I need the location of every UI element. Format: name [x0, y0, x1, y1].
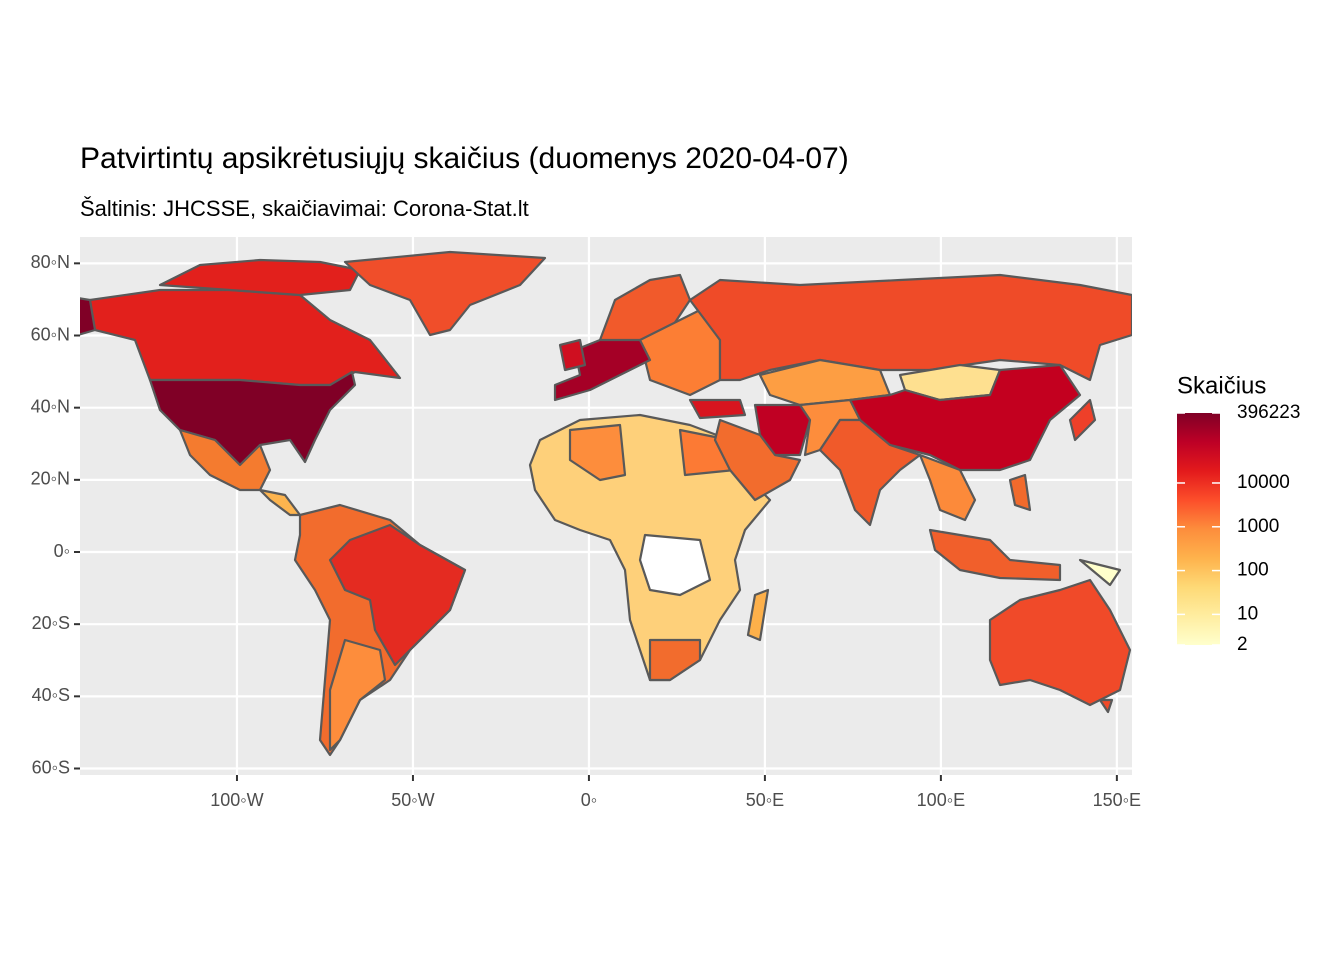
x-tick-label: 50◦E	[746, 790, 784, 810]
country	[258, 488, 302, 517]
x-tick-label: 150◦E	[1093, 790, 1141, 810]
country	[988, 578, 1132, 707]
country	[1098, 698, 1114, 714]
legend: 396223 10000 1000 100 10 2	[1177, 402, 1300, 655]
country	[648, 638, 702, 682]
country	[848, 363, 1082, 472]
country	[688, 273, 1132, 382]
country	[178, 428, 272, 492]
country	[568, 423, 627, 482]
x-tick-label: 100◦E	[917, 790, 965, 810]
country	[1068, 398, 1097, 442]
chart-subtitle: Šaltinis: JHCSSE, skaičiavimai: Corona-S…	[80, 196, 529, 221]
country	[1078, 558, 1122, 587]
country	[80, 297, 97, 336]
country	[688, 398, 747, 420]
legend-label: 10	[1237, 603, 1258, 624]
country	[818, 418, 922, 527]
country	[1008, 473, 1032, 512]
legend-label: 10000	[1237, 472, 1290, 493]
x-tick-label: 100◦W	[210, 790, 263, 810]
country	[328, 523, 467, 667]
y-tick-label: 20◦S	[32, 613, 70, 633]
country	[558, 338, 587, 372]
countries	[80, 250, 1132, 757]
y-tick-label: 60◦N	[31, 324, 70, 344]
x-tick-label: 50◦W	[391, 790, 434, 810]
country	[746, 588, 770, 642]
legend-label: 396223	[1237, 402, 1300, 423]
legend-label: 100	[1237, 560, 1269, 581]
country	[928, 528, 1062, 582]
y-tick-label: 40◦S	[32, 685, 70, 705]
y-tick-label: 60◦S	[32, 757, 70, 777]
legend-colorbar	[1177, 413, 1220, 645]
country	[713, 418, 802, 502]
x-tick-label: 0◦	[581, 790, 597, 810]
chart-title: Patvirtintų apsikrėtusiųjų skaičius (duo…	[80, 142, 849, 175]
axes: 100◦W 50◦W 0◦ 50◦E 100◦E 150◦E 80◦N 60◦N 40◦N 20◦…	[31, 252, 1141, 810]
y-tick-label: 80◦N	[31, 252, 70, 272]
country	[638, 533, 712, 597]
y-tick-label: 0◦	[54, 541, 70, 561]
legend-label: 1000	[1237, 516, 1279, 537]
legend-title: Skaičius	[1177, 372, 1266, 399]
y-tick-label: 20◦N	[31, 469, 70, 489]
country	[343, 250, 547, 337]
country	[328, 638, 387, 752]
y-tick-label: 40◦N	[31, 396, 70, 416]
legend-label: 2	[1237, 634, 1248, 655]
country	[918, 453, 977, 522]
